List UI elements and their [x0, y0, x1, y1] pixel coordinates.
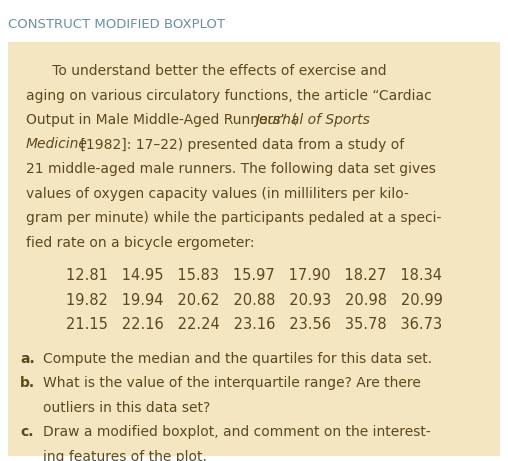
Text: 21.15   22.16   22.24   23.16   23.56   35.78   36.73: 21.15 22.16 22.24 23.16 23.56 35.78 36.7…: [66, 317, 442, 332]
Text: a.: a.: [20, 351, 35, 366]
Text: 21 middle-aged male runners. The following data set gives: 21 middle-aged male runners. The followi…: [26, 162, 436, 176]
Text: values of oxygen capacity values (in milliliters per kilo-: values of oxygen capacity values (in mil…: [26, 187, 409, 201]
Text: Draw a modified boxplot, and comment on the interest-: Draw a modified boxplot, and comment on …: [43, 425, 431, 439]
Text: fied rate on a bicycle ergometer:: fied rate on a bicycle ergometer:: [26, 236, 255, 249]
Text: What is the value of the interquartile range? Are there: What is the value of the interquartile r…: [43, 376, 421, 390]
Text: To understand better the effects of exercise and: To understand better the effects of exer…: [26, 64, 387, 78]
Text: gram per minute) while the participants pedaled at a speci-: gram per minute) while the participants …: [26, 211, 441, 225]
Text: aging on various circulatory functions, the article “Cardiac: aging on various circulatory functions, …: [26, 89, 432, 102]
Text: Journal of Sports: Journal of Sports: [256, 113, 370, 127]
Text: Output in Male Middle-Aged Runners” (: Output in Male Middle-Aged Runners” (: [26, 113, 297, 127]
Text: Medicine: Medicine: [26, 137, 88, 152]
FancyBboxPatch shape: [8, 42, 500, 456]
Text: ing features of the plot.: ing features of the plot.: [43, 449, 207, 461]
Text: c.: c.: [20, 425, 34, 439]
Text: 19.82   19.94   20.62   20.88   20.93   20.98   20.99: 19.82 19.94 20.62 20.88 20.93 20.98 20.9…: [66, 292, 442, 307]
Text: [1982]: 17–22) presented data from a study of: [1982]: 17–22) presented data from a stu…: [76, 137, 404, 152]
Text: Compute the median and the quartiles for this data set.: Compute the median and the quartiles for…: [43, 351, 432, 366]
Text: 12.81   14.95   15.83   15.97   17.90   18.27   18.34: 12.81 14.95 15.83 15.97 17.90 18.27 18.3…: [66, 268, 442, 283]
Text: outliers in this data set?: outliers in this data set?: [43, 401, 210, 414]
Text: b.: b.: [20, 376, 35, 390]
Text: CONSTRUCT MODIFIED BOXPLOT: CONSTRUCT MODIFIED BOXPLOT: [8, 18, 225, 31]
